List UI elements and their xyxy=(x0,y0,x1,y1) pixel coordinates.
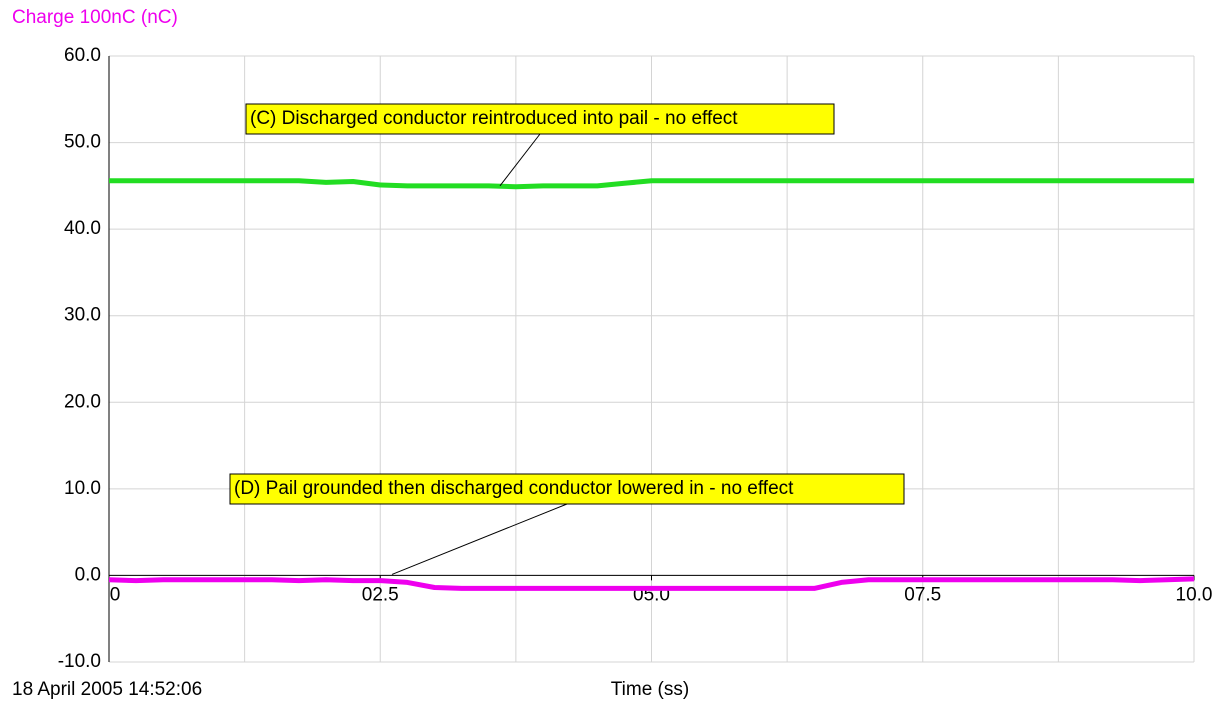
series-line xyxy=(108,576,1195,591)
y-tick-label: 0.0 xyxy=(75,564,101,585)
y-tick-label: -10.0 xyxy=(58,651,101,672)
y-tick-label: 40.0 xyxy=(64,218,101,239)
series-line xyxy=(109,178,1194,190)
y-tick-label: 30.0 xyxy=(64,305,101,326)
y-tick-label: 10.0 xyxy=(64,478,101,499)
annotation-text: (C) Discharged conductor reintroduced in… xyxy=(250,108,738,129)
y-tick-label: 60.0 xyxy=(64,45,101,66)
y-axis-label: Charge 100nC (nC) xyxy=(12,7,178,28)
y-tick-label: 20.0 xyxy=(64,391,101,412)
annotation-box xyxy=(245,103,835,135)
annotation-leader xyxy=(499,133,541,187)
y-tick-label: 50.0 xyxy=(64,132,101,153)
x-axis-label: Time (ss) xyxy=(611,679,689,700)
x-tick-label: 02.5 xyxy=(362,584,399,605)
annotation-text: (D) Pail grounded then discharged conduc… xyxy=(234,478,794,499)
x-tick-label: 0 xyxy=(110,584,121,605)
annotation-box xyxy=(229,473,905,505)
annotation-leader xyxy=(391,503,568,575)
x-tick-label: 07.5 xyxy=(904,584,941,605)
timestamp: 18 April 2005 14:52:06 xyxy=(12,679,202,700)
x-tick-label: 10.0 xyxy=(1176,584,1213,605)
